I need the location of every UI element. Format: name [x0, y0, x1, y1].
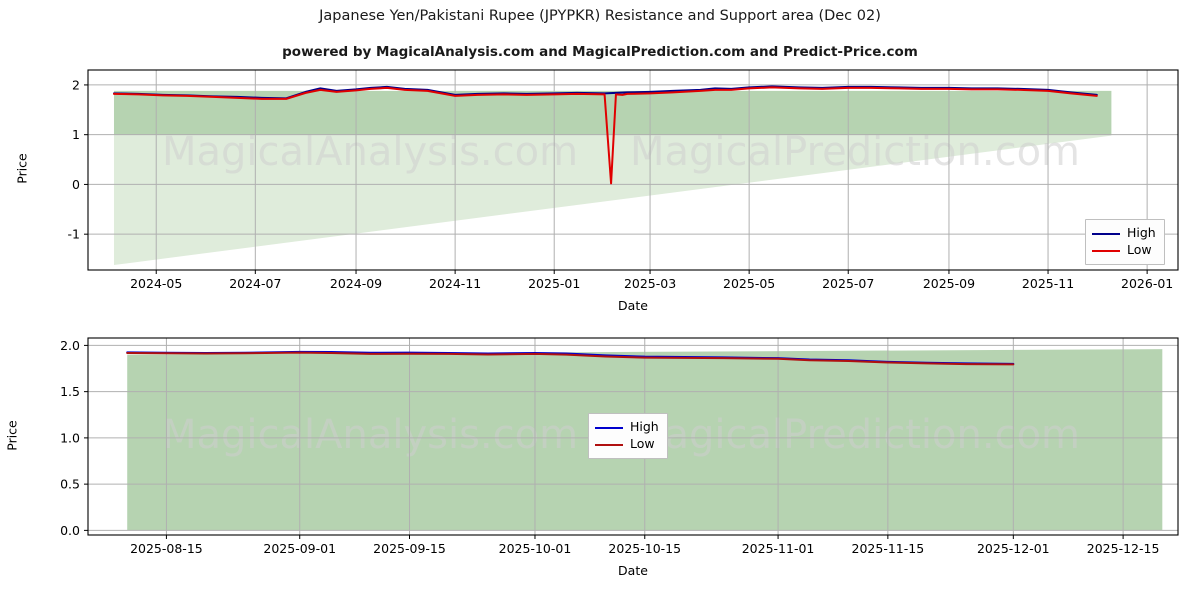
- legend-entry-low: Low: [1092, 242, 1156, 259]
- svg-text:2: 2: [72, 77, 80, 92]
- svg-text:2025-08-15: 2025-08-15: [130, 541, 203, 556]
- svg-text:1: 1: [72, 127, 80, 142]
- svg-text:1.5: 1.5: [60, 384, 80, 399]
- legend-entry-high: High: [1092, 225, 1156, 242]
- legend-swatch-low: [595, 443, 623, 446]
- bottom-x-axis-label: Date: [618, 563, 648, 578]
- svg-text:2025-10-15: 2025-10-15: [608, 541, 681, 556]
- svg-text:2025-05: 2025-05: [723, 276, 775, 291]
- chart-panel-bottom: MagicalAnalysis.com MagicalPrediction.com…: [0, 330, 1200, 590]
- svg-text:1.0: 1.0: [60, 430, 80, 445]
- top-chart-svg: MagicalAnalysis.com MagicalPrediction.com…: [68, 69, 1179, 291]
- page-subtitle: powered by MagicalAnalysis.com and Magic…: [282, 44, 918, 60]
- page-title: Japanese Yen/Pakistani Rupee (JPYPKR) Re…: [319, 8, 881, 24]
- svg-text:2024-11: 2024-11: [429, 276, 481, 291]
- top-x-axis-label: Date: [618, 298, 648, 313]
- legend-label-high: High: [630, 419, 659, 435]
- bottom-legend[interactable]: High Low: [588, 413, 668, 459]
- svg-text:2025-09: 2025-09: [923, 276, 975, 291]
- svg-text:2.0: 2.0: [60, 338, 80, 353]
- legend-swatch-high: [595, 426, 623, 429]
- legend-label-low: Low: [630, 436, 655, 452]
- chart-panel-top: MagicalAnalysis.com MagicalPrediction.com…: [0, 62, 1200, 313]
- svg-text:MagicalAnalysis.com: MagicalAnalysis.com: [162, 412, 578, 458]
- svg-text:2025-01: 2025-01: [528, 276, 580, 291]
- svg-text:MagicalAnalysis.com: MagicalAnalysis.com: [162, 129, 578, 175]
- svg-text:2026-01: 2026-01: [1121, 276, 1173, 291]
- svg-text:2025-10-01: 2025-10-01: [499, 541, 572, 556]
- svg-text:2025-09-15: 2025-09-15: [373, 541, 446, 556]
- svg-text:2025-12-01: 2025-12-01: [977, 541, 1050, 556]
- top-legend[interactable]: High Low: [1085, 219, 1165, 265]
- legend-swatch-high: [1092, 232, 1120, 235]
- svg-text:0.5: 0.5: [60, 477, 80, 492]
- legend-label-low: Low: [1127, 242, 1152, 258]
- legend-label-high: High: [1127, 225, 1156, 241]
- bottom-chart-svg: MagicalAnalysis.com MagicalPrediction.com…: [60, 337, 1179, 556]
- svg-text:-1: -1: [68, 227, 80, 242]
- svg-text:2025-07: 2025-07: [822, 276, 874, 291]
- svg-text:2025-09-01: 2025-09-01: [263, 541, 336, 556]
- svg-text:2025-11-15: 2025-11-15: [852, 541, 925, 556]
- top-y-axis-label: Price: [14, 153, 30, 184]
- svg-text:MagicalPrediction.com: MagicalPrediction.com: [630, 129, 1080, 175]
- svg-text:2025-03: 2025-03: [624, 276, 676, 291]
- legend-entry-high: High: [595, 419, 659, 436]
- svg-text:2024-09: 2024-09: [330, 276, 382, 291]
- svg-text:2025-12-15: 2025-12-15: [1087, 541, 1160, 556]
- legend-swatch-low: [1092, 249, 1120, 252]
- svg-text:0: 0: [72, 177, 80, 192]
- legend-entry-low: Low: [595, 436, 659, 453]
- bottom-y-axis-label: Price: [4, 419, 20, 451]
- svg-text:2025-11: 2025-11: [1022, 276, 1074, 291]
- svg-text:2025-11-01: 2025-11-01: [742, 541, 815, 556]
- svg-text:0.0: 0.0: [60, 523, 80, 538]
- svg-text:2024-05: 2024-05: [130, 276, 182, 291]
- svg-text:2024-07: 2024-07: [229, 276, 281, 291]
- svg-text:MagicalPrediction.com: MagicalPrediction.com: [630, 412, 1080, 458]
